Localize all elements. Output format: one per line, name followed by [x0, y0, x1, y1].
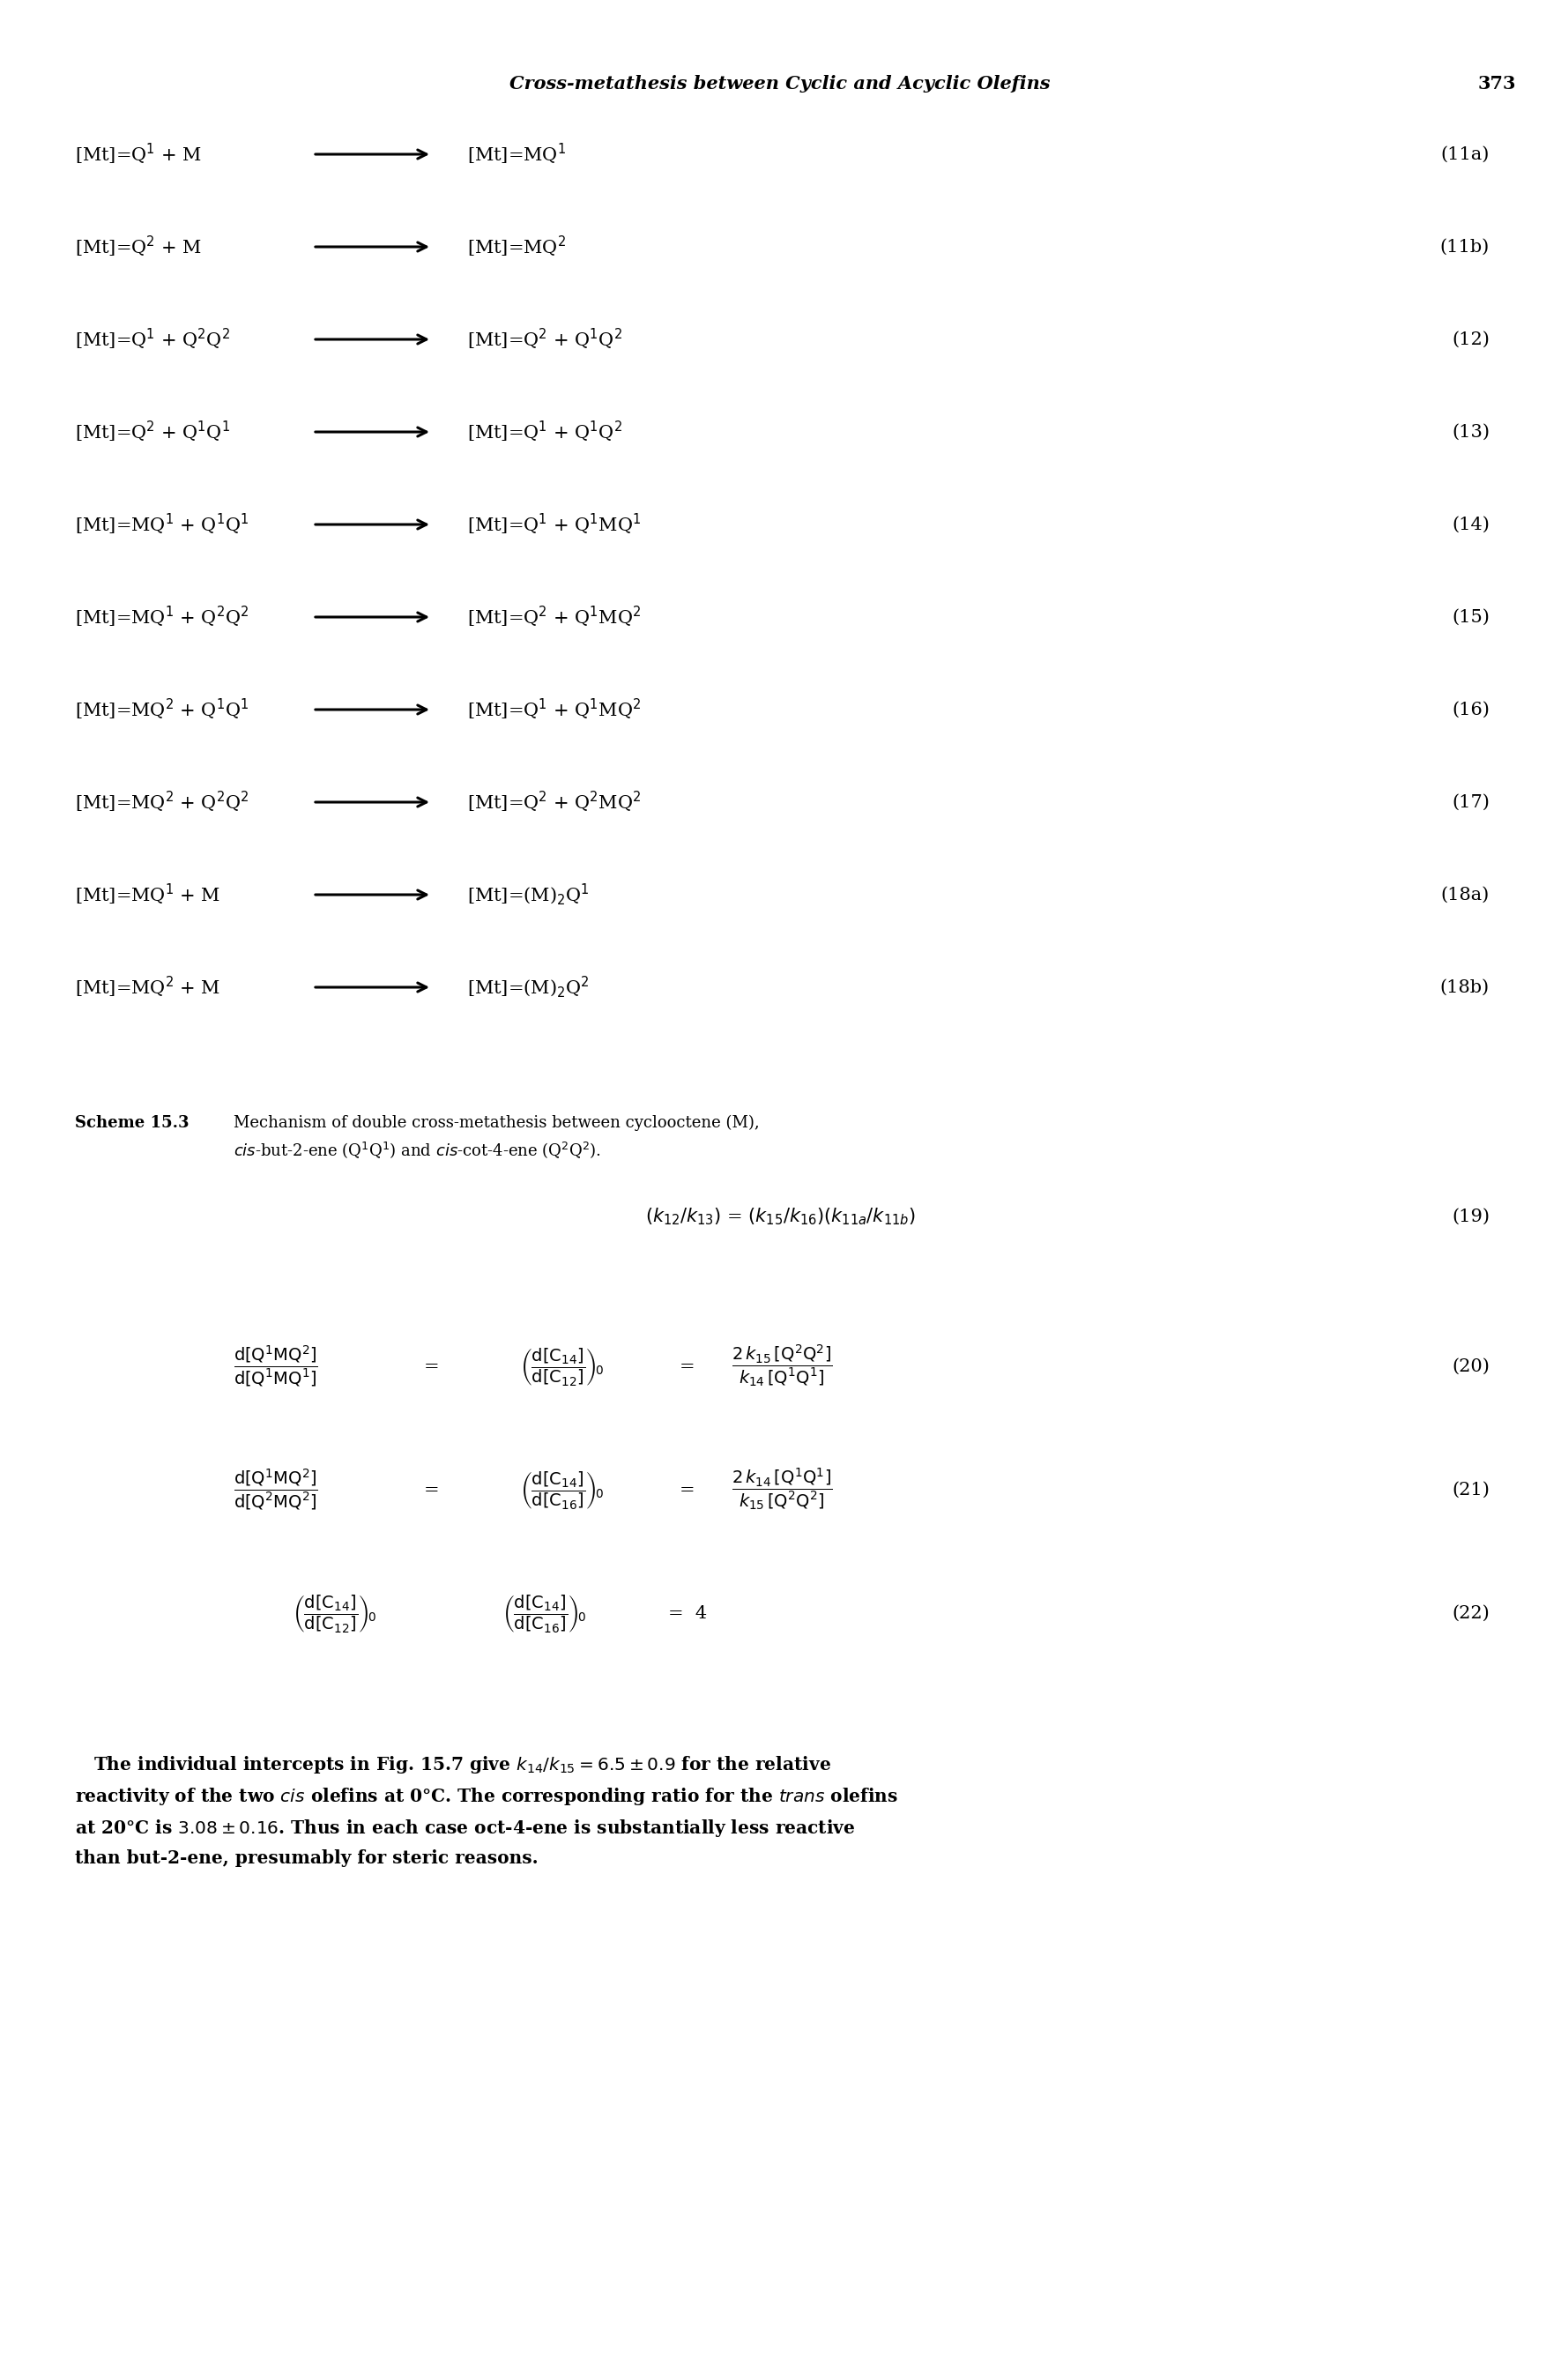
Text: [Mt]=MQ$^2$ + M: [Mt]=MQ$^2$ + M	[75, 976, 220, 1000]
Text: (16): (16)	[1452, 702, 1489, 719]
Text: [Mt]=MQ$^1$ + Q$^1$Q$^1$: [Mt]=MQ$^1$ + Q$^1$Q$^1$	[75, 512, 248, 538]
Text: [Mt]=Q$^2$ + M: [Mt]=Q$^2$ + M	[75, 233, 201, 259]
Text: $\left(\dfrac{\mathrm{d[C_{14}]}}{\mathrm{d[C_{12}]}}\right)_{\!0}$: $\left(\dfrac{\mathrm{d[C_{14}]}}{\mathr…	[520, 1345, 604, 1388]
Text: =: =	[425, 1480, 440, 1497]
Text: $\dfrac{2\,k_{14}\,\mathrm{[Q^1Q^1]}}{k_{15}\,\mathrm{[Q^2Q^2]}}$: $\dfrac{2\,k_{14}\,\mathrm{[Q^1Q^1]}}{k_…	[732, 1466, 832, 1514]
Text: $\left(\dfrac{\mathrm{d[C_{14}]}}{\mathrm{d[C_{16}]}}\right)_{\!0}$: $\left(\dfrac{\mathrm{d[C_{14}]}}{\mathr…	[520, 1468, 604, 1511]
Text: $\dfrac{\mathrm{d[Q^1MQ^2]}}{\mathrm{d[Q^1MQ^1]}}$: $\dfrac{\mathrm{d[Q^1MQ^2]}}{\mathrm{d[Q…	[234, 1345, 318, 1388]
Text: (18b): (18b)	[1441, 978, 1489, 995]
Text: [Mt]=MQ$^2$: [Mt]=MQ$^2$	[467, 233, 567, 259]
Text: $\left(\dfrac{\mathrm{d[C_{14}]}}{\mathrm{d[C_{12}]}}\right)_{\!0}$: $\left(\dfrac{\mathrm{d[C_{14}]}}{\mathr…	[293, 1592, 376, 1633]
Text: =: =	[679, 1480, 695, 1497]
Text: $\it{cis}$-but-2-ene (Q$^1$Q$^1$) and $\it{cis}$-cot-4-ene (Q$^2$Q$^2$).: $\it{cis}$-but-2-ene (Q$^1$Q$^1$) and $\…	[234, 1140, 601, 1159]
Text: (22): (22)	[1452, 1604, 1489, 1621]
Text: =: =	[425, 1359, 440, 1376]
Text: Scheme 15.3: Scheme 15.3	[75, 1116, 189, 1130]
Text: $\dfrac{\mathrm{d[Q^1MQ^2]}}{\mathrm{d[Q^2MQ^2]}}$: $\dfrac{\mathrm{d[Q^1MQ^2]}}{\mathrm{d[Q…	[234, 1468, 318, 1511]
Text: [Mt]=(M)$_2$Q$^1$: [Mt]=(M)$_2$Q$^1$	[467, 883, 588, 907]
Text: [Mt]=Q$^2$ + Q$^1$Q$^1$: [Mt]=Q$^2$ + Q$^1$Q$^1$	[75, 419, 229, 445]
Text: (20): (20)	[1452, 1359, 1489, 1376]
Text: (19): (19)	[1452, 1209, 1489, 1226]
Text: [Mt]=MQ$^2$ + Q$^2$Q$^2$: [Mt]=MQ$^2$ + Q$^2$Q$^2$	[75, 790, 248, 814]
Text: The individual intercepts in Fig. 15.7 give $k_{14}/k_{15}=6.5\pm0.9$ for the re: The individual intercepts in Fig. 15.7 g…	[75, 1754, 830, 1775]
Text: [Mt]=Q$^1$ + Q$^2$Q$^2$: [Mt]=Q$^1$ + Q$^2$Q$^2$	[75, 326, 229, 352]
Text: than but-2-ene, presumably for steric reasons.: than but-2-ene, presumably for steric re…	[75, 1849, 539, 1866]
Text: [Mt]=MQ$^1$ + M: [Mt]=MQ$^1$ + M	[75, 883, 220, 907]
Text: (15): (15)	[1452, 609, 1489, 626]
Text: (13): (13)	[1452, 424, 1489, 440]
Text: [Mt]=MQ$^1$: [Mt]=MQ$^1$	[467, 143, 567, 167]
Text: [Mt]=Q$^1$ + Q$^1$MQ$^2$: [Mt]=Q$^1$ + Q$^1$MQ$^2$	[467, 697, 642, 721]
Text: (14): (14)	[1452, 516, 1489, 533]
Text: [Mt]=MQ$^1$ + Q$^2$Q$^2$: [Mt]=MQ$^1$ + Q$^2$Q$^2$	[75, 605, 248, 628]
Text: =: =	[679, 1359, 695, 1376]
Text: (21): (21)	[1452, 1480, 1489, 1497]
Text: at 20°C is $3.08\pm0.16$. Thus in each case oct-4-ene is substantially less reac: at 20°C is $3.08\pm0.16$. Thus in each c…	[75, 1818, 855, 1840]
Text: [Mt]=Q$^1$ + Q$^1$Q$^2$: [Mt]=Q$^1$ + Q$^1$Q$^2$	[467, 419, 623, 445]
Text: =  4: = 4	[668, 1604, 707, 1621]
Text: reactivity of the two $\it{cis}$ olefins at 0°C. The corresponding ratio for the: reactivity of the two $\it{cis}$ olefins…	[75, 1785, 898, 1806]
Text: $\dfrac{2\,k_{15}\,\mathrm{[Q^2Q^2]}}{k_{14}\,\mathrm{[Q^1Q^1]}}$: $\dfrac{2\,k_{15}\,\mathrm{[Q^2Q^2]}}{k_…	[732, 1342, 832, 1390]
Text: Mechanism of double cross-metathesis between cyclooctene (M),: Mechanism of double cross-metathesis bet…	[234, 1116, 760, 1130]
Text: [Mt]=Q$^2$ + Q$^1$MQ$^2$: [Mt]=Q$^2$ + Q$^1$MQ$^2$	[467, 605, 642, 628]
Text: (11b): (11b)	[1441, 238, 1489, 255]
Text: (17): (17)	[1452, 795, 1489, 812]
Text: [Mt]=Q$^2$ + Q$^2$MQ$^2$: [Mt]=Q$^2$ + Q$^2$MQ$^2$	[467, 790, 642, 814]
Text: [Mt]=MQ$^2$ + Q$^1$Q$^1$: [Mt]=MQ$^2$ + Q$^1$Q$^1$	[75, 697, 248, 721]
Text: [Mt]=Q$^2$ + Q$^1$Q$^2$: [Mt]=Q$^2$ + Q$^1$Q$^2$	[467, 326, 623, 352]
Text: 373: 373	[1478, 74, 1516, 93]
Text: $(k_{12}/k_{13})$ = $(k_{15}/k_{16})(k_{11a}/k_{11b})$: $(k_{12}/k_{13})$ = $(k_{15}/k_{16})(k_{…	[645, 1207, 915, 1226]
Text: [Mt]=(M)$_2$Q$^2$: [Mt]=(M)$_2$Q$^2$	[467, 976, 588, 1000]
Text: [Mt]=Q$^1$ + Q$^1$MQ$^1$: [Mt]=Q$^1$ + Q$^1$MQ$^1$	[467, 512, 642, 538]
Text: (18a): (18a)	[1441, 885, 1489, 902]
Text: $\left(\dfrac{\mathrm{d[C_{14}]}}{\mathrm{d[C_{16}]}}\right)_{\!0}$: $\left(\dfrac{\mathrm{d[C_{14}]}}{\mathr…	[503, 1592, 587, 1633]
Text: (12): (12)	[1452, 331, 1489, 347]
Text: (11a): (11a)	[1441, 145, 1489, 162]
Text: Cross-metathesis between Cyclic and Acyclic Olefins: Cross-metathesis between Cyclic and Acyc…	[510, 74, 1051, 93]
Text: [Mt]=Q$^1$ + M: [Mt]=Q$^1$ + M	[75, 143, 201, 167]
